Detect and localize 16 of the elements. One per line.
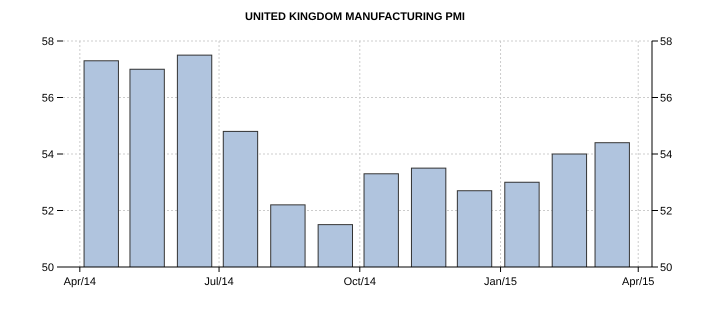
x-tick-label: Apr/15: [622, 276, 654, 288]
y-tick-label: 54: [42, 149, 54, 161]
y-tick-label: 50: [42, 262, 54, 274]
y2-tick-label: 58: [660, 36, 672, 48]
x-tick-label: Apr/14: [64, 276, 96, 288]
y-tick-label: 58: [42, 36, 54, 48]
x-tick-label: Oct/14: [344, 276, 376, 288]
y2-tick-label: 56: [660, 92, 672, 104]
x-tick-label: Jul/14: [204, 276, 234, 288]
chart-title: UNITED KINGDOM MANUFACTURING PMI: [245, 11, 465, 23]
y2-tick-label: 54: [660, 149, 672, 161]
y-tick-label: 56: [42, 92, 54, 104]
x-tick-label: Jan/15: [484, 276, 518, 288]
y-tick-label: 52: [42, 206, 54, 218]
y2-tick-label: 50: [660, 262, 672, 274]
y2-tick-label: 52: [660, 206, 672, 218]
